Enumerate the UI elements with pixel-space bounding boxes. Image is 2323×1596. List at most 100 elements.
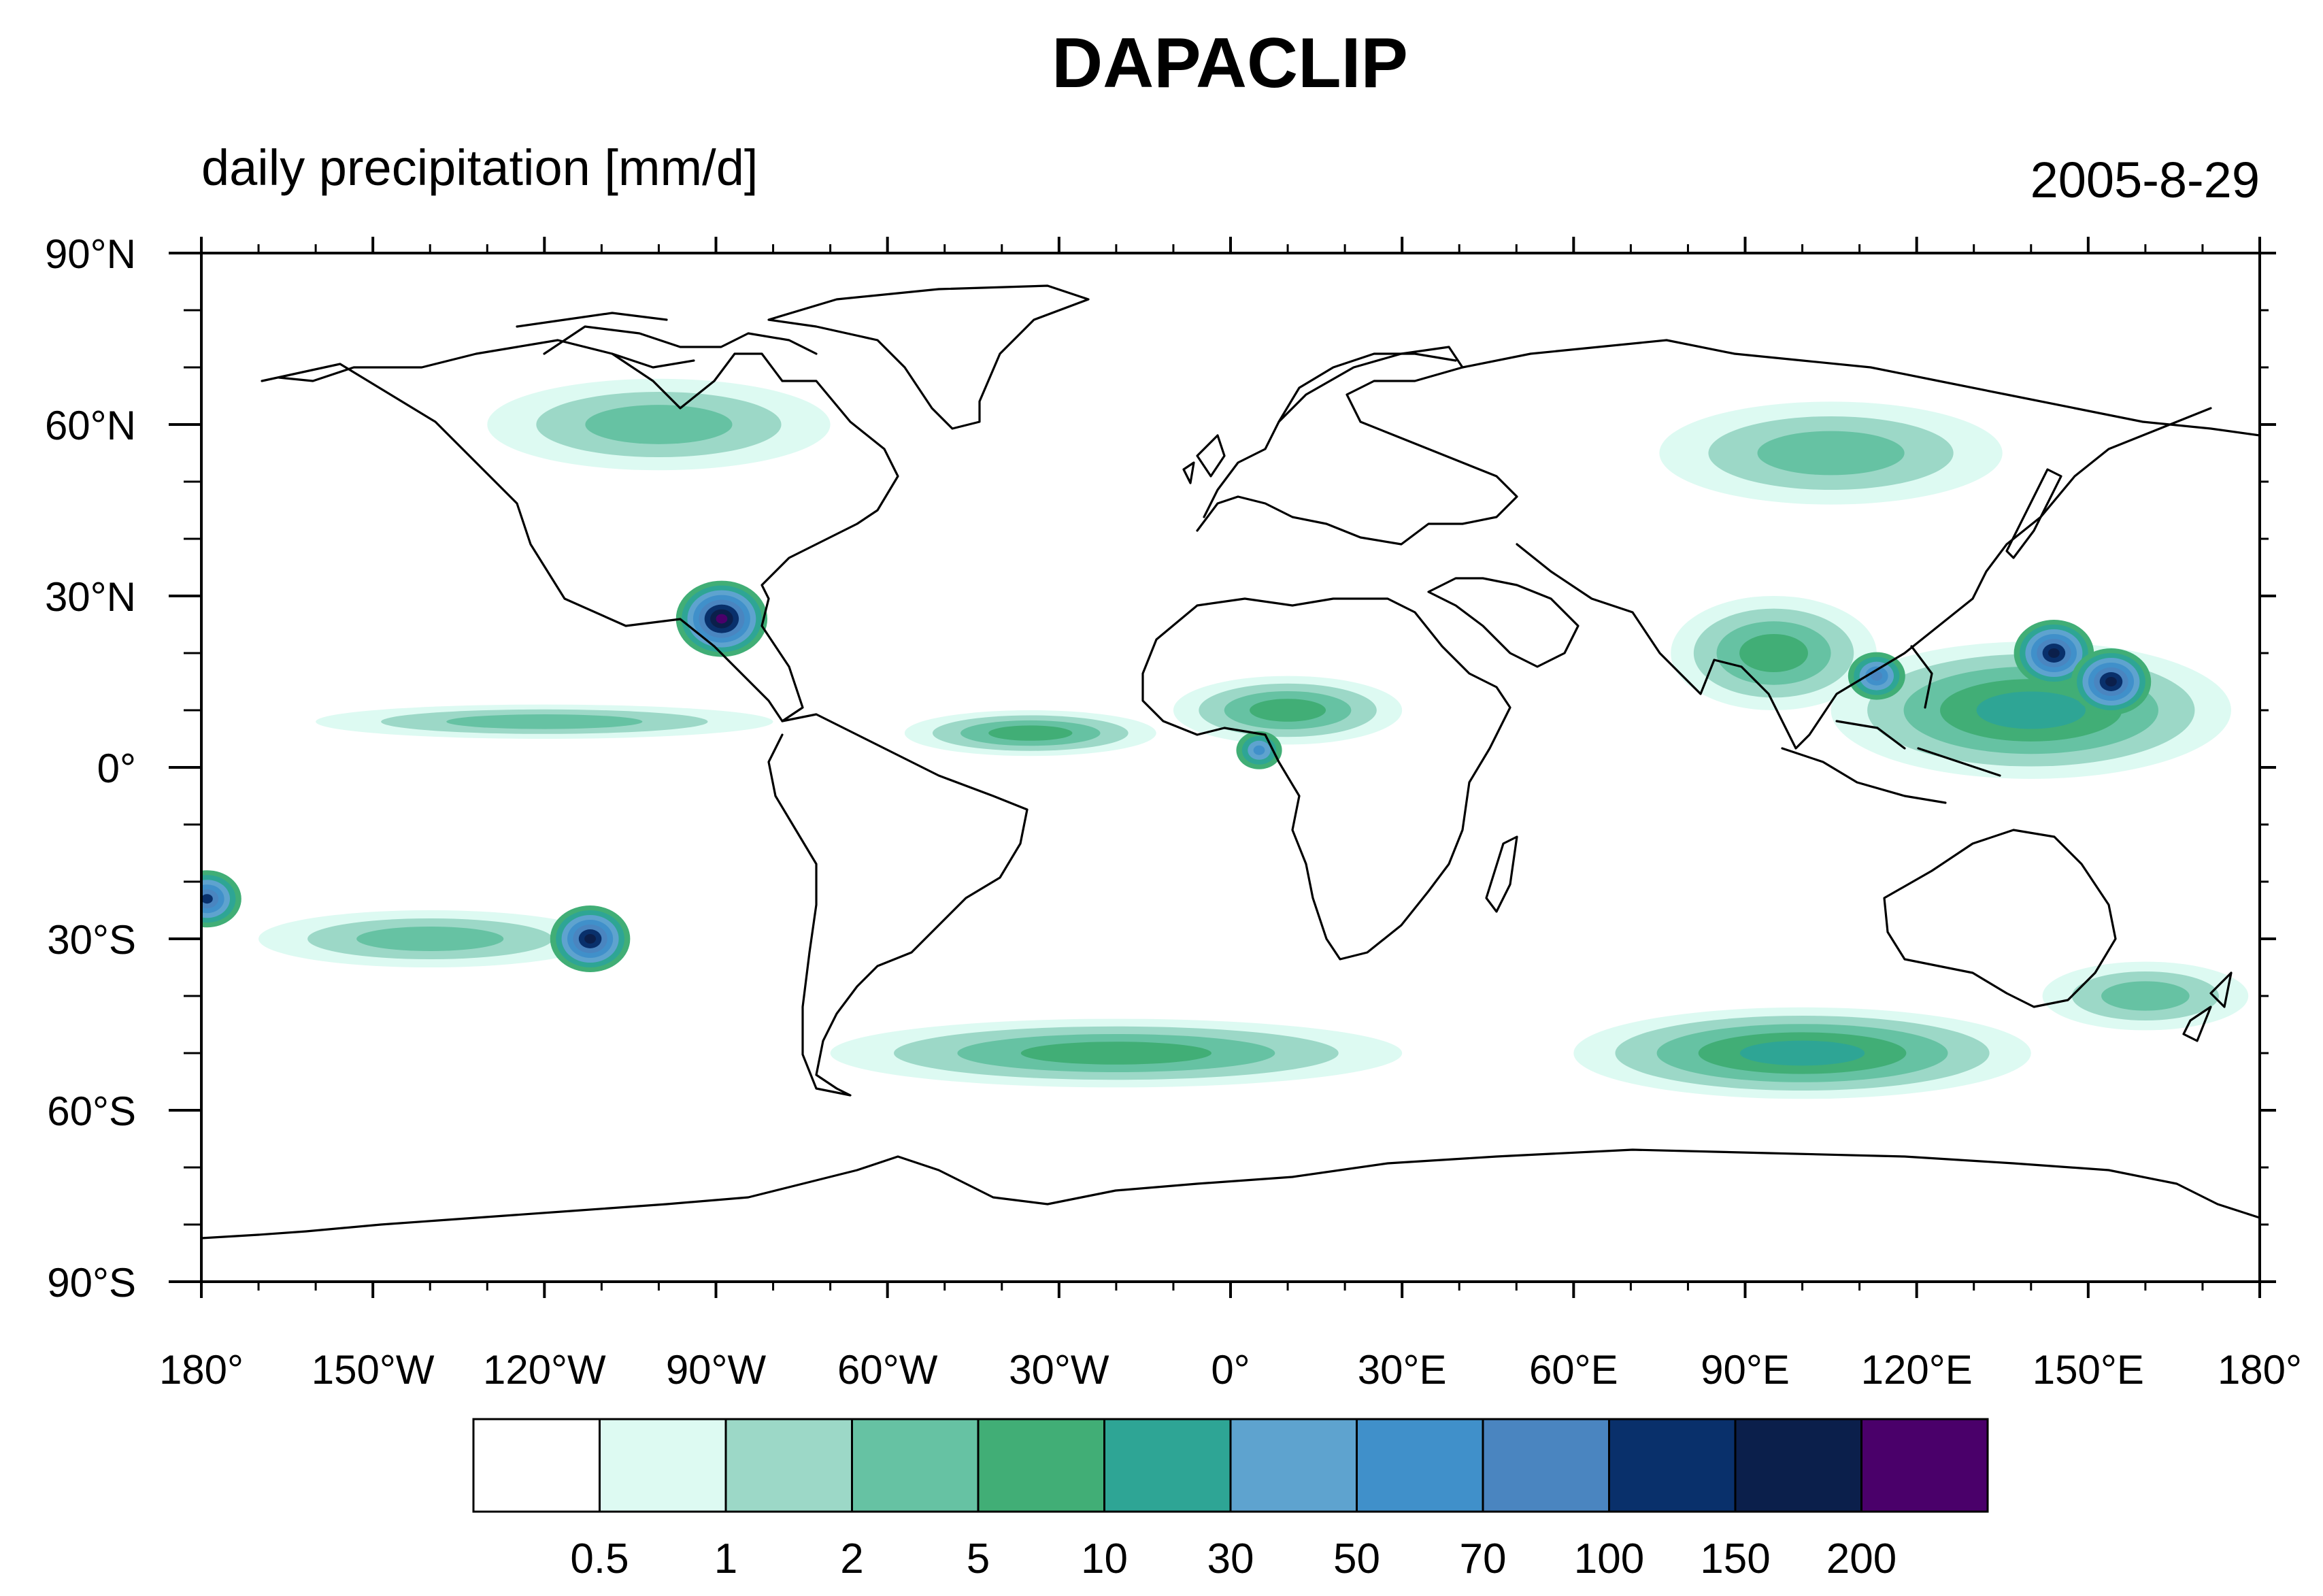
y-tick-label: 90°N — [45, 231, 136, 277]
y-tick-label: 90°S — [47, 1260, 136, 1306]
coastlines — [201, 284, 2260, 1240]
precip-peak — [201, 870, 241, 928]
chart-subtitle-left: daily precipitation [mm/d] — [201, 139, 758, 196]
colorbar-swatch — [1103, 1418, 1232, 1513]
coastline-australia — [1883, 829, 2117, 1008]
precip-region — [487, 378, 831, 471]
y-tick-labels: 90°N 60°N 30°N 0° 30°S 60°S 90°S — [45, 231, 136, 1306]
precip-region — [1173, 676, 1403, 745]
colorbar-swatch — [851, 1418, 980, 1513]
colorbar-swatch — [1608, 1418, 1737, 1513]
precip-contour — [2105, 677, 2117, 686]
x-tick-label: 30°E — [1358, 1347, 1447, 1393]
colorbar-swatch — [599, 1418, 727, 1513]
coastline-antarctica — [201, 1148, 2260, 1240]
precip-contour — [988, 725, 1073, 741]
x-tick-label: 150°E — [2033, 1347, 2144, 1393]
coastline-greenland — [767, 284, 1090, 430]
precip-contour — [1739, 633, 1808, 673]
precip-contour — [1757, 431, 1905, 476]
precip-peak — [550, 905, 631, 972]
colorbar-swatch — [1229, 1418, 1358, 1513]
precip-contour — [1871, 671, 1883, 681]
precip-peak — [2071, 648, 2152, 715]
precip-region — [258, 910, 602, 968]
precip-region — [1671, 595, 1877, 711]
precip-contour — [2101, 981, 2190, 1011]
y-tick-label: 30°N — [45, 574, 136, 620]
y-tick-label: 30°S — [47, 917, 136, 963]
x-tick-label: 180° — [2218, 1347, 2302, 1393]
colorbar-label: 10 — [1081, 1535, 1128, 1582]
x-tick-label: 60°E — [1529, 1347, 1618, 1393]
colorbar: 0.5 1 2 5 10 30 50 70 100 150 200 — [472, 1418, 1989, 1582]
coastline-new-zealand — [2182, 971, 2233, 1042]
precip-contour — [446, 714, 643, 729]
y-tick-label: 60°N — [45, 403, 136, 448]
precip-contour — [1739, 1040, 1865, 1066]
precip-contour — [1253, 745, 1265, 755]
precip-region — [2042, 961, 2249, 1031]
precip-contour — [201, 894, 213, 904]
precip-peak — [1848, 652, 1905, 700]
colorbar-label: 2 — [840, 1535, 863, 1582]
precip-contour — [716, 614, 728, 624]
precip-region — [316, 704, 773, 739]
colorbar-swatch — [977, 1418, 1105, 1513]
colorbar-swatch — [1860, 1418, 1989, 1513]
coastline-scandinavia — [1277, 352, 1457, 423]
coastline-africa — [1141, 597, 1511, 961]
colorbar-label: 50 — [1333, 1535, 1380, 1582]
plot-frame — [200, 252, 2261, 1283]
x-tick-label: 90°W — [666, 1347, 767, 1393]
colorbar-swatch — [724, 1418, 853, 1513]
chart-subtitle-right: 2005-8-29 — [2030, 152, 2260, 208]
coastline-asia — [1461, 339, 2260, 750]
coastline-south-america — [767, 713, 1029, 1097]
precip-region — [1659, 401, 2003, 505]
coastline-arctic-islands — [516, 312, 818, 369]
precipitation-layer — [201, 378, 2249, 1099]
colorbar-label: 5 — [967, 1535, 990, 1582]
x-tick-label: 120°W — [483, 1347, 606, 1393]
x-tick-label: 60°W — [837, 1347, 938, 1393]
map-plot-area — [169, 237, 2276, 1298]
colorbar-swatch — [1356, 1418, 1484, 1513]
x-tick-label: 180° — [159, 1347, 244, 1393]
colorbar-label: 0.5 — [570, 1535, 629, 1582]
coastline-maritime-continent — [1781, 645, 2001, 804]
axis-ticks — [169, 237, 2276, 1298]
y-tick-label: 60°S — [47, 1088, 136, 1134]
y-tick-label: 0° — [97, 746, 136, 791]
coastline-british-isles — [1182, 434, 1226, 484]
precip-contour — [1020, 1042, 1211, 1065]
precip-contour — [1250, 699, 1326, 722]
colorbar-swatch — [472, 1418, 601, 1513]
precip-contour — [584, 934, 596, 944]
x-tick-label: 90°E — [1701, 1347, 1790, 1393]
colorbar-label: 150 — [1700, 1535, 1770, 1582]
coastline-arabia — [1427, 577, 1580, 668]
coastline-japan — [2005, 468, 2062, 559]
precip-contour — [585, 405, 733, 444]
x-tick-label: 30°W — [1009, 1347, 1109, 1393]
precip-contour — [1976, 691, 2086, 729]
x-tick-label: 150°W — [312, 1347, 435, 1393]
colorbar-label: 70 — [1460, 1535, 1507, 1582]
coastline-north-america — [261, 339, 899, 722]
precip-peak — [675, 580, 768, 657]
precip-contour — [2048, 648, 2060, 658]
precip-region — [1573, 1007, 2031, 1099]
colorbar-label: 1 — [714, 1535, 737, 1582]
coastline-madagascar — [1485, 835, 1518, 913]
x-tick-label: 0° — [1211, 1347, 1250, 1393]
x-tick-labels: 180° 150°W 120°W 90°W 60°W 30°W 0° 30°E 60°E 90°E… — [159, 1347, 2302, 1393]
precip-region — [830, 1018, 1403, 1088]
colorbar-swatch — [1482, 1418, 1610, 1513]
coastline-europe — [1196, 346, 1518, 546]
colorbar-label: 30 — [1207, 1535, 1254, 1582]
precip-peak — [2013, 620, 2094, 686]
precip-contour — [356, 926, 504, 952]
colorbar-swatch — [1734, 1418, 1862, 1513]
